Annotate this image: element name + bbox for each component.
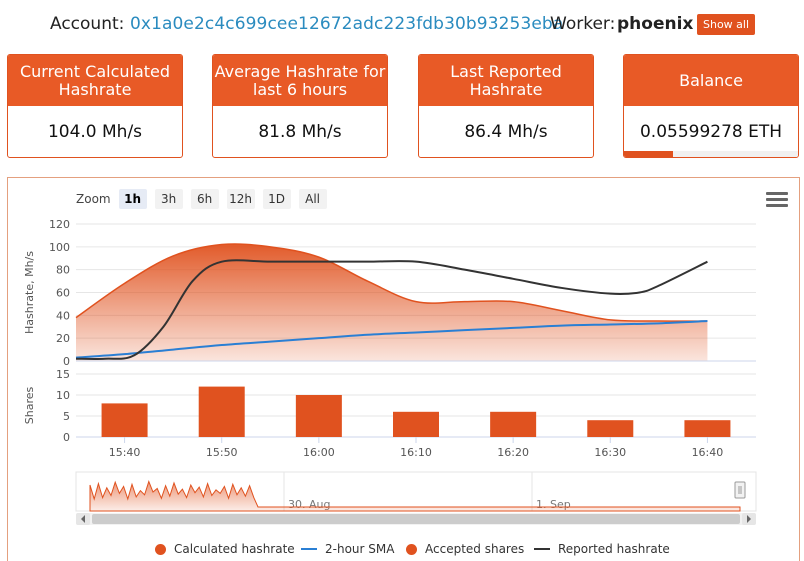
zoom-1d-button[interactable]: 1D <box>262 189 291 209</box>
chart-legend: Calculated hashrate 2-hour SMA Accepted … <box>0 540 804 558</box>
current-hashrate-card: Current Calculated Hashrate 104.0 Mh/s <box>7 54 183 158</box>
legend-label: Reported hashrate <box>558 542 670 556</box>
legend-item-calculated[interactable]: Calculated hashrate <box>155 542 295 556</box>
zoom-selector: Zoom 1h 3h 6h 12h 1D All <box>76 188 335 210</box>
legend-item-shares[interactable]: Accepted shares <box>406 542 524 556</box>
legend-dot-icon <box>155 543 166 555</box>
card-title: Last Reported Hashrate <box>419 55 593 106</box>
zoom-3h-button[interactable]: 3h <box>154 189 183 209</box>
zoom-1h-button[interactable]: 1h <box>118 189 147 209</box>
zoom-all-button[interactable]: All <box>298 189 327 209</box>
chart-menu-icon[interactable] <box>766 192 788 208</box>
show-all-button[interactable]: Show all <box>697 14 755 35</box>
card-title: Average Hashrate for last 6 hours <box>213 55 387 106</box>
legend-item-sma[interactable]: 2-hour SMA <box>301 542 394 556</box>
card-value: 81.8 Mh/s <box>258 121 342 142</box>
reported-hashrate-card: Last Reported Hashrate 86.4 Mh/s <box>418 54 594 158</box>
legend-line-icon <box>534 548 550 550</box>
legend-dot-icon <box>406 543 417 555</box>
legend-label: 2-hour SMA <box>325 542 395 556</box>
payout-progress-fill <box>624 151 673 157</box>
zoom-label: Zoom <box>76 192 111 206</box>
legend-label: Calculated hashrate <box>174 542 295 556</box>
account-header: Account: 0x1a0e2c4c699cee12672adc223fdb3… <box>0 12 804 36</box>
legend-label: Accepted shares <box>425 542 525 556</box>
zoom-6h-button[interactable]: 6h <box>190 189 219 209</box>
average-hashrate-card: Average Hashrate for last 6 hours 81.8 M… <box>212 54 388 158</box>
legend-line-icon <box>301 548 317 550</box>
account-label: Account: <box>50 14 125 34</box>
card-value: 0.05599278 ETH <box>639 121 783 142</box>
legend-item-reported[interactable]: Reported hashrate <box>534 542 670 556</box>
worker-name: phoenix <box>617 14 694 34</box>
worker-label: Worker: <box>550 14 616 34</box>
account-address-link[interactable]: 0x1a0e2c4c699cee12672adc223fdb30b93253eb… <box>130 14 564 34</box>
chart-panel <box>7 177 800 561</box>
balance-card: Balance 0.05599278 ETH <box>623 54 799 158</box>
card-title: Balance <box>624 55 798 106</box>
payout-progress-bar <box>624 151 798 157</box>
card-title: Current Calculated Hashrate <box>8 55 182 106</box>
card-value: 86.4 Mh/s <box>464 121 548 142</box>
card-value: 104.0 Mh/s <box>47 121 143 142</box>
zoom-12h-button[interactable]: 12h <box>226 189 255 209</box>
